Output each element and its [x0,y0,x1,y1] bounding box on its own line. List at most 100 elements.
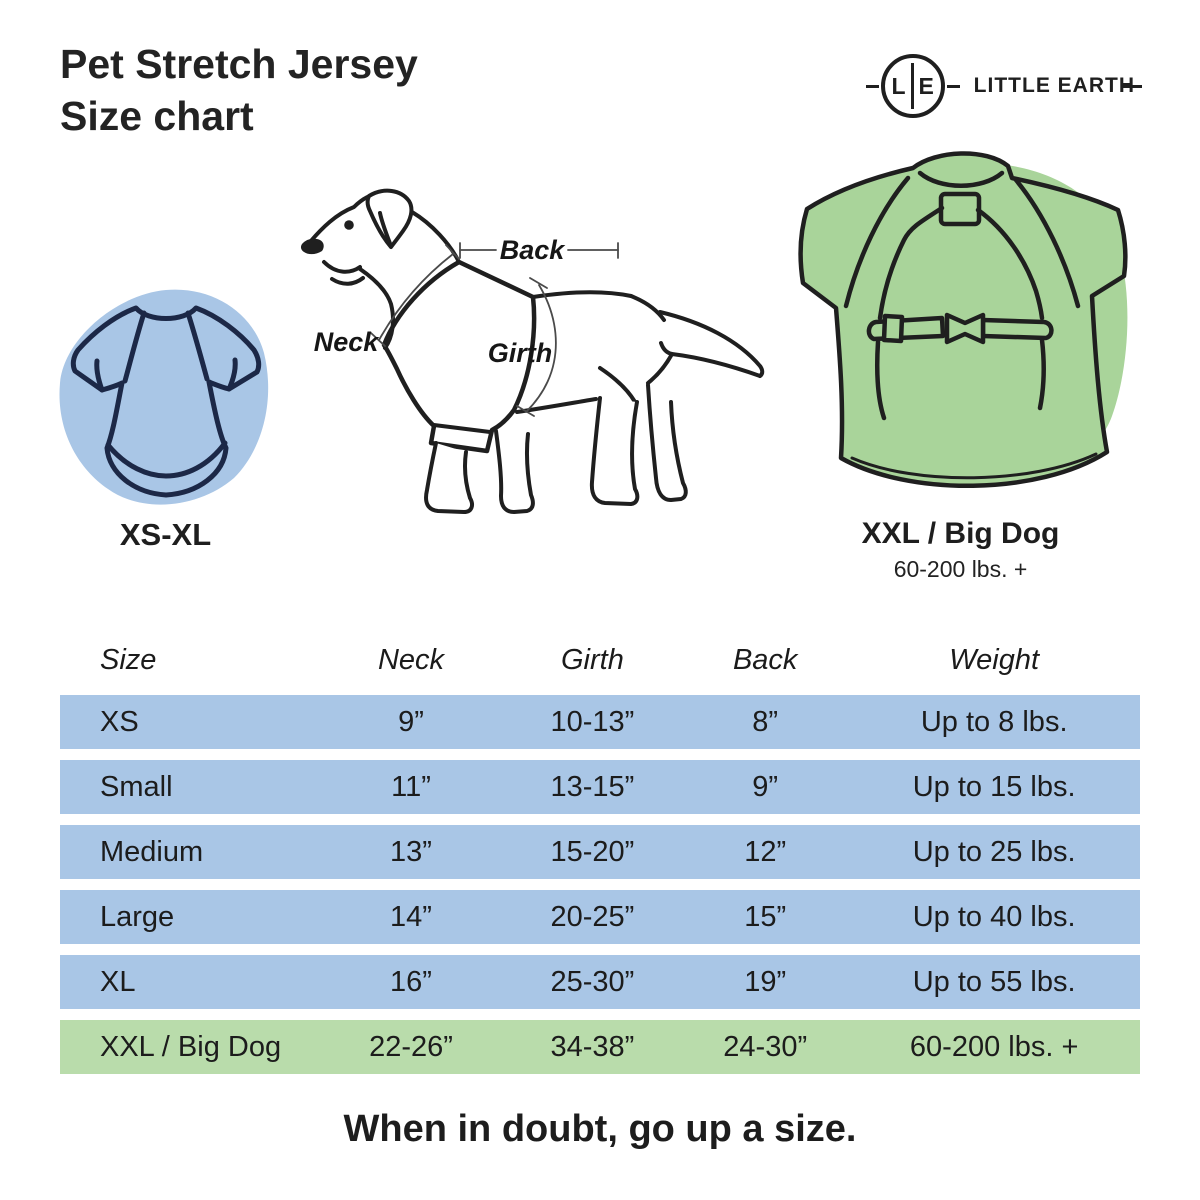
back-measure-label: Back [500,235,567,265]
table-row-large: Large 14” 20-25” 15” Up to 40 lbs. [60,890,1140,944]
cell-neck: 11” [391,770,431,803]
dog-nose [300,238,324,255]
small-shirt-hem-scoop [105,440,228,479]
girth-measure-tick-bottom [516,405,535,417]
cell-back: 12” [744,835,787,868]
dog-ear-fold [378,211,393,248]
header-neck: Neck [377,643,445,676]
dog-tail-inner [659,341,762,378]
page-title-line1: Pet Stretch Jersey [60,41,418,87]
big-jersey-weight-label: 60-200 lbs. + [893,556,1028,582]
cell-size: Small [100,770,173,803]
big-jersey-illustration [798,151,1128,489]
big-jersey-buckle [944,312,986,345]
dog-eye [344,220,354,230]
table-row-medium: Medium 13” 15-20” 12” Up to 25 lbs. [60,825,1140,879]
cell-back: 19” [744,965,787,998]
logo-divider-bar [910,63,914,109]
small-shirt-right-seam [185,310,210,382]
brand-logo: L E LITTLE EARTH [865,54,1142,118]
cell-size: Medium [100,835,204,868]
dog-ear [365,188,414,249]
cell-neck: 14” [390,900,432,933]
big-jersey-right-seam [1013,177,1081,309]
logo-monogram-circle-icon: L E [880,54,945,118]
big-jersey-collar-inner [917,170,1005,188]
big-jersey-strap-right [980,317,1054,341]
header-size: Size [100,643,157,676]
dog-hind-leg-near [589,396,640,506]
cell-back: 9” [752,770,779,803]
cell-size: XL [100,965,136,998]
cell-girth: 20-25” [550,900,635,933]
cell-weight: Up to 8 lbs. [920,705,1068,738]
page-title-line2: Size chart [60,93,254,140]
size-table-header: Size Neck Girth Back Weight [60,636,1140,684]
small-shirt-body [70,305,262,498]
neck-measure-tick-top [445,244,460,260]
cell-size: Large [100,900,175,933]
neck-measure-arc [378,253,454,341]
table-row-small: Small 11” 13-15” 9” Up to 15 lbs. [60,760,1140,814]
big-jersey-left-seam [843,175,911,309]
dog-rump [629,294,666,322]
small-shirt-left-seam [122,310,147,384]
cell-back: 15” [744,900,787,933]
cell-girth: 10-13” [550,705,635,738]
small-shirt-left-cuff-line [94,358,105,393]
cell-neck: 13” [390,835,432,868]
size-table: Size Neck Girth Back Weight XS 9” 10-13”… [60,636,1140,1074]
table-row-xs: XS 9” 10-13” 8” Up to 8 lbs. [60,695,1140,749]
small-shirt-size-label: XS-XL [119,517,212,552]
dog-chin [330,276,365,286]
cell-weight: 60-200 lbs. + [909,1030,1079,1063]
big-jersey-bib-right-lower [1037,337,1046,411]
brand-name: LITTLE EARTH [973,74,1135,97]
header-back: Back [732,643,798,676]
dog-thigh [598,366,637,404]
dog-measurement-diagram: Back Neck Girth [300,188,765,514]
big-jersey-bib-left-lower [875,339,887,421]
cell-girth: 15-20” [550,835,635,868]
cell-weight: Up to 25 lbs. [912,835,1076,868]
girth-measure-arc [525,284,557,413]
dog-back-line [531,290,633,299]
dog-front-leg-far [494,429,535,514]
big-jersey-hem-inner [850,452,1098,480]
logo-right-dash [946,84,960,88]
logo-letter-l: L [891,72,906,99]
big-jersey-bib-right [975,207,1045,321]
neck-measure-label: Neck [314,327,381,357]
cell-girth: 25-30” [550,965,635,998]
cell-weight: Up to 40 lbs. [912,900,1076,933]
cell-size: XS [100,705,139,738]
girth-measure-tick-top [529,277,548,289]
dog-tail-outer [658,310,765,378]
dog-mouth [322,260,362,274]
neck-measure-tick-bottom [370,332,386,347]
cell-girth: 13-15” [550,770,635,803]
small-shirt-right-cuff-line [226,357,238,392]
dog-shirt-cuff-line [432,423,492,434]
logo-end-dash [1122,84,1142,88]
cell-weight: Up to 15 lbs. [912,770,1076,803]
cell-neck: 22-26” [369,1030,453,1063]
cell-back: 24-30” [723,1030,808,1063]
big-jersey-size-label: XXL / Big Dog [861,517,1060,550]
table-row-xl: XL 16” 25-30” 19” Up to 55 lbs. [60,955,1140,1009]
dog-front-leg-near [424,441,474,514]
big-jersey-collar-tab [938,191,982,227]
girth-measure-label: Girth [488,338,553,368]
footer-note: When in doubt, go up a size. [343,1108,857,1150]
dog-neck-front [358,267,395,350]
header-girth: Girth [560,643,624,676]
cell-size: XXL / Big Dog [100,1030,282,1063]
dog-hind-leg-far [646,383,688,502]
cell-weight: Up to 55 lbs. [912,965,1076,998]
cell-neck: 9” [398,705,424,738]
table-row-xxl-big-dog: XXL / Big Dog 22-26” 34-38” 24-30” 60-20… [60,1020,1140,1074]
cell-neck: 16” [390,965,432,998]
small-shirt-illustration [59,289,269,505]
cell-girth: 34-38” [550,1030,635,1063]
